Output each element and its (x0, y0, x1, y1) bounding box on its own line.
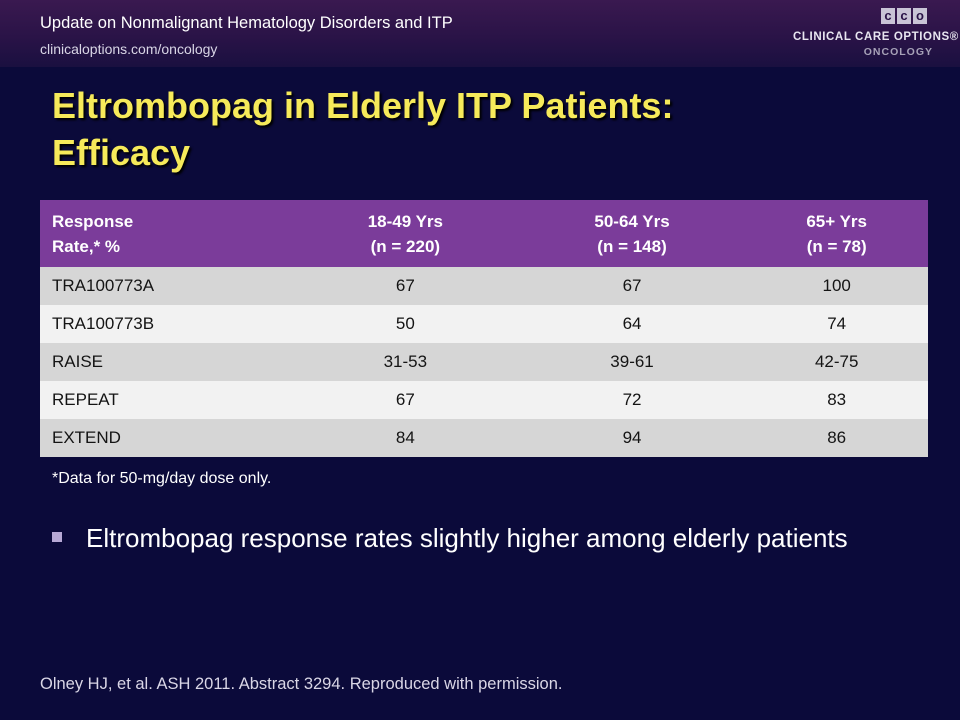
header-line: Rate,* % (52, 236, 121, 256)
table-cell: 86 (745, 419, 928, 457)
table-footnote: *Data for 50-mg/day dose only. (52, 470, 272, 487)
table-row: REPEAT 67 72 83 (40, 381, 928, 419)
header-cell-18-49: 18-49 Yrs (n = 220) (292, 200, 519, 267)
logo-brand-text: CLINICAL CARE OPTIONS® (793, 31, 959, 43)
table-cell: 31-53 (292, 343, 519, 381)
response-rate-table: Response Rate,* % 18-49 Yrs (n = 220) 50… (40, 200, 928, 457)
table-header-row: Response Rate,* % 18-49 Yrs (n = 220) 50… (40, 200, 928, 267)
slide-title: Eltrombopag in Elderly ITP Patients: Eff… (52, 82, 912, 176)
table-row: EXTEND 84 94 86 (40, 419, 928, 457)
header-bar: Update on Nonmalignant Hematology Disord… (0, 0, 960, 67)
table-cell-study: EXTEND (40, 419, 292, 457)
table-cell: 74 (745, 305, 928, 343)
table-cell: 64 (518, 305, 746, 343)
logo-letter-boxes: c c o (881, 8, 927, 24)
square-bullet-icon (52, 532, 62, 542)
table-cell: 67 (292, 267, 519, 305)
header-line: (n = 78) (806, 236, 867, 256)
table-cell-study: TRA100773A (40, 267, 292, 305)
table-cell: 83 (745, 381, 928, 419)
header-line: (n = 148) (597, 236, 667, 256)
table-cell: 67 (518, 267, 746, 305)
table-row: RAISE 31-53 39-61 42-75 (40, 343, 928, 381)
table-row: TRA100773A 67 67 100 (40, 267, 928, 305)
table-cell: 72 (518, 381, 746, 419)
header-cell-response-rate: Response Rate,* % (40, 200, 292, 267)
header-cell-65-plus: 65+ Yrs (n = 78) (745, 200, 928, 267)
table-row: TRA100773B 50 64 74 (40, 305, 928, 343)
slide-title-line-2: Efficacy (52, 132, 191, 173)
bullet-item: Eltrombopag response rates slightly high… (52, 522, 912, 554)
header-line: (n = 220) (370, 236, 441, 256)
cco-logo: c c o CLINICAL CARE OPTIONS® ONCOLOGY (793, 8, 958, 60)
table-cell: 42-75 (745, 343, 928, 381)
table-cell-study: RAISE (40, 343, 292, 381)
table-cell: 50 (292, 305, 519, 343)
table-cell: 39-61 (518, 343, 746, 381)
header-url[interactable]: clinicaloptions.com/oncology (40, 41, 218, 57)
header-line: 65+ Yrs (806, 211, 868, 231)
table-cell-study: TRA100773B (40, 305, 292, 343)
table-cell: 94 (518, 419, 746, 457)
header-line: 50-64 Yrs (594, 211, 670, 231)
citation: Olney HJ, et al. ASH 2011. Abstract 3294… (40, 675, 563, 693)
logo-subbrand-text: ONCOLOGY (863, 46, 933, 58)
logo-box-2: c (897, 8, 911, 24)
table-cell: 84 (292, 419, 519, 457)
header-cell-50-64: 50-64 Yrs (n = 148) (518, 200, 746, 267)
table-cell: 67 (292, 381, 519, 419)
bullet-text: Eltrombopag response rates slightly high… (86, 523, 848, 553)
header-title: Update on Nonmalignant Hematology Disord… (40, 14, 453, 32)
logo-box-3: o (913, 8, 927, 24)
header-line: Response (52, 211, 134, 231)
table-cell: 100 (745, 267, 928, 305)
header-line: 18-49 Yrs (367, 211, 443, 231)
logo-box-1: c (881, 8, 895, 24)
slide-title-line-1: Eltrombopag in Elderly ITP Patients: (52, 85, 674, 126)
table-cell-study: REPEAT (40, 381, 292, 419)
